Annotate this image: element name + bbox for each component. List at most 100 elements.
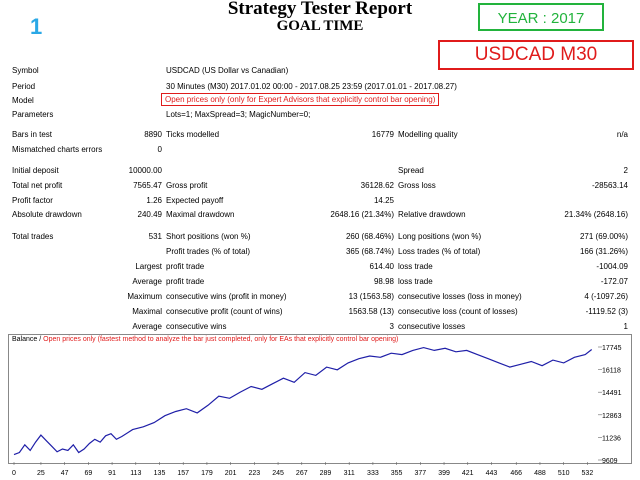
symbol-label: Symbol <box>12 66 39 75</box>
x-tick-label: 377 <box>414 470 426 477</box>
average-loss-label: loss trade <box>398 277 433 286</box>
x-tick-label: 289 <box>320 470 332 477</box>
long-label: Long positions (won %) <box>398 232 482 241</box>
report-number: 1 <box>30 14 43 39</box>
reldd-value: 21.34% (2648.16) <box>564 210 628 219</box>
trades-value: 531 <box>148 232 162 241</box>
ep-label: Expected payoff <box>166 196 224 205</box>
ticks-label: Ticks modelled <box>166 130 220 139</box>
x-tick-label: 443 <box>486 470 498 477</box>
grossloss-value: -28563.14 <box>591 181 628 190</box>
chart-header-model: Open prices only (fastest method to anal… <box>43 336 399 343</box>
year-badge: YEAR : 2017 <box>478 3 604 31</box>
model-label: Model <box>12 96 34 105</box>
largest-profit-value: 614.40 <box>369 262 394 271</box>
x-tick-label: 157 <box>177 470 189 477</box>
balance-chart-frame <box>8 334 632 464</box>
max-cons-losses-label: consecutive losses (loss in money) <box>398 292 522 301</box>
deposit-value: 10000.00 <box>128 166 162 175</box>
maximal-cons-loss-label: consecutive loss (count of losses) <box>398 307 518 316</box>
x-tick-label: 47 <box>61 470 69 477</box>
short-label: Short positions (won %) <box>166 232 251 241</box>
model-value: Open prices only (only for Expert Adviso… <box>161 93 440 106</box>
chart-header: Balance / Open prices only (fastest meth… <box>12 336 398 343</box>
loss-trades-label: Loss trades (% of total) <box>398 247 481 256</box>
maxdd-value: 2648.16 (21.34%) <box>330 210 394 219</box>
netprofit-label: Total net profit <box>12 181 63 190</box>
largest-label: Largest <box>135 262 162 271</box>
grossprofit-value: 36128.62 <box>360 181 394 190</box>
x-tick-label: 135 <box>154 470 166 477</box>
mismatch-label: Mismatched charts errors <box>12 145 103 154</box>
bars-value: 8890 <box>144 130 162 139</box>
y-tick-label: 12863 <box>602 413 622 420</box>
x-tick-label: 311 <box>344 470 355 477</box>
x-tick-label: 0 <box>12 470 16 477</box>
x-tick-label: 201 <box>225 470 237 477</box>
symbol-value: USDCAD (US Dollar vs Canadian) <box>166 66 289 75</box>
balance-line <box>13 346 593 456</box>
y-tick-label: 9609 <box>602 458 618 465</box>
spread-value: 2 <box>623 166 628 175</box>
mismatch-value: 0 <box>157 145 162 154</box>
pf-value: 1.26 <box>146 196 162 205</box>
x-tick-label: 113 <box>130 470 141 477</box>
x-tick-label: 223 <box>249 470 261 477</box>
maximal-cons-loss-value: -1119.52 (3) <box>585 307 628 316</box>
maxdd-label: Maximal drawdown <box>166 210 235 219</box>
x-tick-label: 510 <box>558 470 570 477</box>
report-subtitle: GOAL TIME <box>276 18 364 34</box>
period-label: Period <box>12 82 36 91</box>
largest-loss-value: -1004.09 <box>596 262 628 271</box>
avg-cons-wins-label: consecutive wins <box>166 322 227 331</box>
absdd-label: Absolute drawdown <box>12 210 82 219</box>
max-cons-wins-value: 13 (1563.58) <box>348 292 394 301</box>
y-tick-label: 16118 <box>602 368 621 375</box>
average2-label: Average <box>132 322 162 331</box>
y-tick-label: 17745 <box>602 345 622 352</box>
absdd-value: 240.49 <box>137 210 162 219</box>
quality-value: n/a <box>616 130 628 139</box>
avg-cons-losses-label: consecutive losses <box>398 322 466 331</box>
x-tick-label: 267 <box>296 470 308 477</box>
period-value: 30 Minutes (M30) 2017.01.02 00:00 - 2017… <box>166 82 457 91</box>
x-tick-label: 333 <box>367 470 379 477</box>
avg-cons-losses-value: 1 <box>623 322 628 331</box>
x-tick-label: 25 <box>37 470 45 477</box>
average-loss-value: -172.07 <box>600 277 628 286</box>
maximum-label: Maximum <box>127 292 162 301</box>
x-tick-label: 488 <box>534 470 546 477</box>
grossloss-label: Gross loss <box>398 181 436 190</box>
largest-profit-label: profit trade <box>166 262 205 271</box>
max-cons-wins-label: consecutive wins (profit in money) <box>166 292 287 301</box>
chart-header-prefix: Balance / <box>12 336 44 343</box>
deposit-label: Initial deposit <box>12 166 59 175</box>
largest-loss-label: loss trade <box>398 262 433 271</box>
loss-trades-value: 166 (31.26%) <box>579 247 628 256</box>
ticks-value: 16779 <box>371 130 394 139</box>
average-profit-label: profit trade <box>166 277 205 286</box>
x-tick-label: 466 <box>510 470 522 477</box>
average-profit-value: 98.98 <box>373 277 394 286</box>
profit-trades-label: Profit trades (% of total) <box>166 247 251 256</box>
x-tick-label: 91 <box>108 470 116 477</box>
parameters-value: Lots=1; MaxSpread=3; MagicNumber=0; <box>166 110 311 119</box>
x-tick-label: 179 <box>201 470 213 477</box>
long-value: 271 (69.00%) <box>579 232 628 241</box>
x-tick-label: 245 <box>272 470 284 477</box>
grossprofit-label: Gross profit <box>166 181 208 190</box>
pair-badge: USDCAD M30 <box>438 40 634 70</box>
ep-value: 14.25 <box>373 196 394 205</box>
report-title: Strategy Tester Report <box>227 0 413 19</box>
maximal-label: Maximal <box>132 307 162 316</box>
maximal-cons-profit-label: consecutive profit (count of wins) <box>166 307 283 316</box>
maximal-cons-profit-value: 1563.58 (13) <box>348 307 394 316</box>
x-tick-label: 399 <box>438 470 450 477</box>
x-tick-label: 355 <box>391 470 403 477</box>
x-tick-label: 421 <box>462 470 474 477</box>
x-tick-label: 69 <box>84 470 92 477</box>
reldd-label: Relative drawdown <box>398 210 466 219</box>
trades-label: Total trades <box>12 232 54 241</box>
x-tick-label: 532 <box>582 470 594 477</box>
